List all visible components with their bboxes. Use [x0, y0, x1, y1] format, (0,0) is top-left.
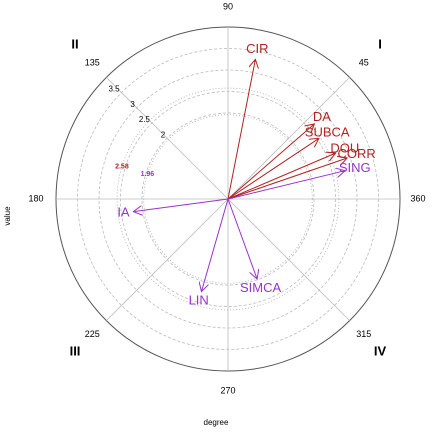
angle-tick-label: 45 [359, 58, 369, 68]
arrow [227, 153, 336, 200]
angle-tick-label: 135 [85, 58, 100, 68]
arrow-label: LIN [189, 293, 209, 308]
angle-tick-label: 315 [356, 329, 371, 339]
arrow [227, 124, 314, 200]
arrow [227, 198, 257, 279]
arrow-label: CORR [337, 146, 375, 161]
reference-label: 1.96 [141, 171, 155, 178]
arrow [133, 198, 229, 212]
arrow [227, 158, 347, 200]
arrow [201, 198, 229, 292]
quadrant-label: IV [374, 343, 387, 358]
reference-label: 2.58 [115, 163, 129, 170]
reference-ring [143, 114, 313, 284]
radial-tick-label: 3.5 [108, 85, 120, 94]
quadrant-label: I [378, 36, 382, 51]
arrow-label: DA [313, 109, 331, 124]
arrow [227, 138, 319, 200]
radial-tick-label: 3 [130, 100, 135, 109]
arrow-label: SING [339, 160, 371, 175]
angle-tick-label: 225 [85, 329, 100, 339]
arrow-label: SUBCA [305, 124, 350, 139]
radial-grid-ring [98, 69, 358, 329]
arrow-label: IA [117, 204, 130, 219]
arrow [227, 59, 255, 200]
arrow-label: SIMCA [240, 280, 282, 295]
quadrant-label: III [70, 343, 81, 358]
radial-grid-ring [77, 48, 379, 350]
arrow [227, 171, 345, 200]
reference-ring [116, 87, 340, 311]
arrow-label: DOU [330, 141, 359, 156]
angle-tick-label: 360 [410, 193, 425, 203]
angle-tick-label: 180 [28, 193, 43, 203]
radial-grid-ring [120, 91, 336, 307]
radial-tick-label: 2 [161, 130, 166, 139]
y-axis-label: value [3, 206, 12, 226]
arrow-label: CIR [246, 41, 268, 56]
radial-grid-ring [141, 112, 315, 286]
angle-tick-label: 270 [220, 385, 235, 395]
x-axis-label: degree [204, 418, 229, 427]
quadrant-label: II [71, 36, 78, 51]
radial-tick-label: 2.5 [139, 115, 151, 124]
angle-tick-label: 90 [223, 1, 233, 11]
